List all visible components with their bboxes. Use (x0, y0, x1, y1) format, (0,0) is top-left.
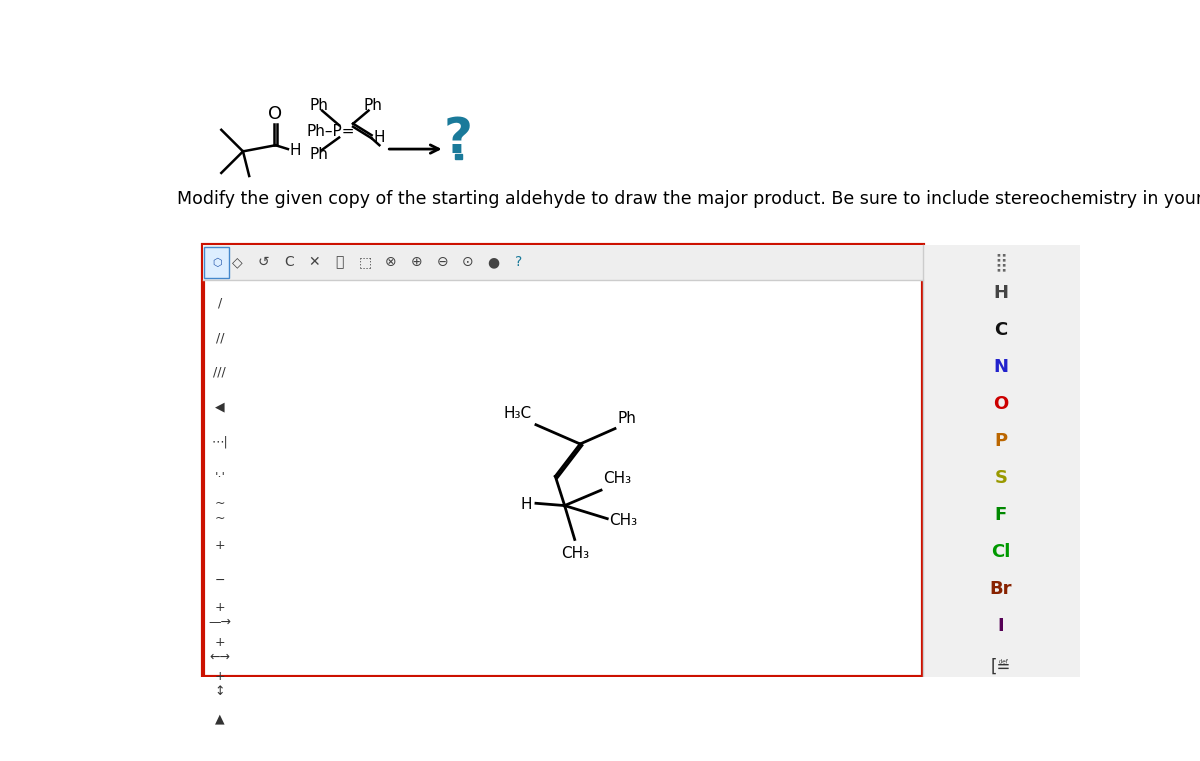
Text: ?: ? (444, 115, 473, 163)
Bar (203, 245, 923, 677)
Text: ⬡: ⬡ (211, 258, 222, 268)
Text: ●: ● (487, 255, 499, 269)
Text: ◀: ◀ (215, 400, 224, 413)
Text: '·': '·' (215, 470, 226, 482)
Bar (455, 154, 462, 159)
Text: ⊙: ⊙ (462, 255, 474, 269)
Text: +
↕: + ↕ (215, 670, 226, 699)
Bar (923, 245, 1080, 677)
Bar (203, 245, 923, 280)
Text: CH₃: CH₃ (604, 471, 631, 486)
Text: +
—→: + —→ (209, 601, 232, 629)
Text: ⋯|: ⋯| (211, 435, 228, 448)
Text: S: S (995, 469, 1008, 487)
Text: Ph: Ph (310, 147, 329, 162)
Text: O: O (994, 395, 1008, 413)
Text: ⣿: ⣿ (995, 253, 1008, 271)
Bar (204, 247, 229, 279)
Text: Ph: Ph (617, 411, 636, 426)
Text: CH₃: CH₃ (610, 513, 637, 527)
Text: ⊗: ⊗ (385, 255, 397, 269)
Text: Ph–P=: Ph–P= (306, 124, 355, 139)
Text: +
←→: + ←→ (209, 635, 230, 664)
Text: C: C (995, 321, 1008, 339)
Text: ?: ? (515, 255, 522, 269)
Text: N: N (994, 358, 1008, 376)
Text: ✕: ✕ (308, 255, 320, 269)
Text: ▲: ▲ (215, 712, 224, 725)
Text: ⧉: ⧉ (336, 255, 344, 269)
Text: ///: /// (214, 366, 226, 379)
Text: Ph: Ph (310, 97, 329, 113)
Text: ◇: ◇ (233, 255, 242, 269)
Text: H: H (373, 130, 385, 145)
Text: I: I (997, 616, 1004, 635)
Text: //: // (216, 331, 224, 344)
Text: Modify the given copy of the starting aldehyde to draw the major product. Be sur: Modify the given copy of the starting al… (178, 190, 1200, 208)
Text: F: F (995, 506, 1007, 524)
Text: ⊕: ⊕ (410, 255, 422, 269)
Text: ↺: ↺ (257, 255, 269, 269)
Text: [≝: [≝ (991, 658, 1012, 676)
Text: −: − (215, 574, 226, 587)
Text: Br: Br (990, 580, 1013, 597)
Text: H: H (289, 143, 301, 158)
Text: O: O (269, 106, 283, 123)
Text: ⊖: ⊖ (437, 255, 448, 269)
Text: H: H (994, 284, 1008, 302)
Text: P: P (995, 432, 1008, 450)
Text: /: / (217, 297, 222, 310)
Text: Cl: Cl (991, 543, 1010, 561)
Text: H₃C: H₃C (504, 406, 532, 421)
Text: ⬚: ⬚ (359, 255, 372, 269)
Text: Ph: Ph (364, 97, 383, 113)
Text: +: + (215, 539, 226, 552)
Text: C: C (284, 255, 294, 269)
Text: ~
~: ~ ~ (215, 497, 226, 525)
Text: CH₃: CH₃ (560, 546, 589, 561)
Text: H: H (521, 497, 532, 512)
